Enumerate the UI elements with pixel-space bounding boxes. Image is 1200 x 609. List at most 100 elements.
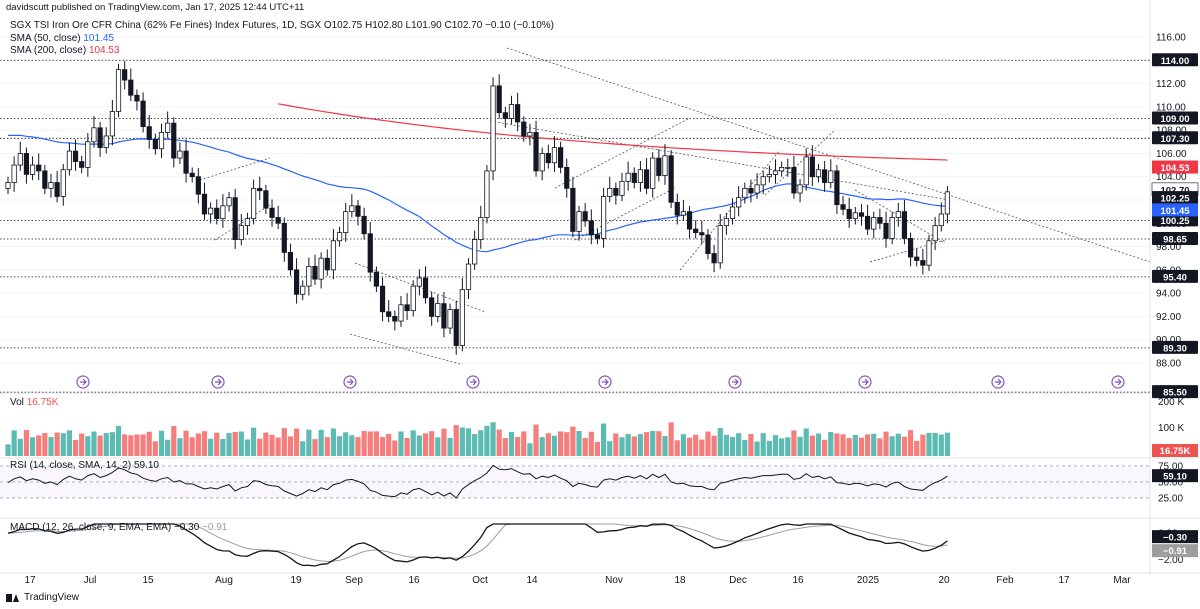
candle (533, 120, 539, 177)
candle (693, 220, 699, 239)
candle (656, 149, 662, 182)
candle (674, 193, 680, 225)
time-tick-label: Feb (996, 575, 1014, 586)
candle (803, 148, 809, 191)
time-tick-label: 14 (526, 575, 538, 586)
volume-bar (564, 432, 570, 456)
volume-bar (834, 433, 840, 456)
candle-body (521, 121, 527, 137)
candle-body (465, 263, 472, 291)
candle-body (515, 104, 521, 123)
candle (48, 173, 54, 198)
candle-body (729, 206, 736, 220)
trendline (554, 117, 691, 189)
level-tag (1152, 131, 1198, 145)
volume-bar (521, 431, 527, 456)
candle-body (287, 251, 294, 271)
candle (392, 310, 398, 331)
volume-bar (54, 432, 60, 456)
candle (932, 216, 938, 251)
signal-tag-label: −0.91 (1163, 546, 1188, 557)
candle (705, 229, 711, 260)
trendline (214, 204, 271, 241)
sma200-line (278, 103, 948, 161)
candle-body (244, 218, 251, 227)
rsi-line (7, 464, 948, 499)
rsi-tick-label: 50.00 (1158, 478, 1183, 489)
candle-body (177, 150, 183, 159)
volume-bar (115, 425, 122, 456)
candle (766, 165, 772, 183)
time-tick-label: 20 (938, 575, 950, 586)
candle (607, 176, 613, 203)
volume-bar (398, 431, 404, 456)
volume-bar (23, 430, 30, 456)
candle-body (115, 69, 122, 112)
candle (643, 158, 650, 195)
candle-body (367, 233, 373, 273)
level-tag-label: 107.30 (1160, 134, 1189, 145)
candle-body (736, 197, 742, 208)
time-tick-label: 2025 (857, 575, 880, 586)
candle (662, 144, 668, 185)
candle (883, 211, 889, 248)
volume-bar (883, 431, 889, 456)
candle (717, 213, 723, 269)
candle (244, 212, 251, 235)
candle-body (754, 184, 760, 194)
candle (871, 211, 877, 239)
sma200-legend[interactable]: SMA (200, close) 104.53 (10, 45, 120, 56)
candle-body (453, 309, 459, 346)
candle (343, 202, 349, 242)
volume-bar (815, 433, 822, 456)
vol-legend[interactable]: Vol 16.75K (10, 397, 58, 408)
candle (410, 280, 416, 317)
candle-body (29, 164, 36, 175)
candle (275, 205, 281, 230)
candle (23, 147, 30, 184)
candle (558, 141, 564, 174)
volume-bar (244, 439, 251, 456)
candle-body (140, 100, 146, 128)
sma50-legend[interactable]: SMA (50, close) 101.45 (10, 33, 114, 44)
candle (29, 156, 36, 181)
volume-bar (42, 433, 48, 456)
candle (564, 158, 570, 198)
price-tick-label: 92.00 (1156, 312, 1181, 323)
candle-body (201, 193, 208, 215)
volume-bar (324, 437, 330, 456)
candle (373, 266, 380, 292)
sma200-path (278, 103, 948, 161)
volume-bar (189, 437, 195, 456)
time-tick-label: 17 (24, 575, 36, 586)
level-tag-label: 98.65 (1163, 235, 1187, 246)
macd-tag (1152, 530, 1198, 544)
event-arrow-icon (76, 375, 90, 389)
rsi-legend[interactable]: RSI (14, close, SMA, 14, 2) 59.10 (10, 460, 159, 471)
candle (361, 207, 367, 240)
tradingview-brand[interactable]: TradingView (6, 592, 79, 603)
candle (79, 155, 85, 174)
candle-body (398, 304, 404, 322)
macd-legend[interactable]: MACD (12, 26, close, 9, EMA, EMA) −0.30 … (10, 522, 227, 533)
candle-body (938, 213, 944, 227)
candle-body (214, 207, 220, 220)
candle-body (643, 169, 650, 189)
price-tick-label: 108.00 (1156, 126, 1187, 137)
level-tag-label: 109.00 (1160, 114, 1189, 125)
price-tag (1152, 203, 1198, 217)
candle-body (373, 271, 380, 287)
candle-body (355, 205, 361, 217)
candle (594, 229, 601, 245)
volume-bar (889, 436, 895, 456)
vol-tick-label: 200 K (1158, 397, 1184, 408)
volume-bar (226, 432, 232, 456)
candle (257, 176, 263, 200)
candle-body (72, 150, 79, 162)
price-tick-label: 94.00 (1156, 289, 1181, 300)
level-tag-label: 89.30 (1163, 343, 1187, 354)
candle (484, 165, 490, 224)
candle-body (459, 289, 465, 346)
volume-bar (668, 422, 674, 456)
candle-body (472, 239, 478, 265)
